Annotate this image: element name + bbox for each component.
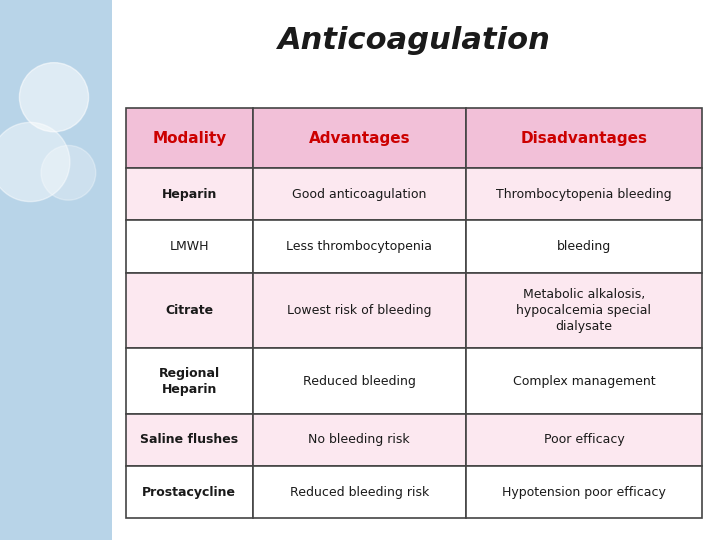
Ellipse shape	[41, 145, 96, 200]
Text: Advantages: Advantages	[308, 131, 410, 146]
Text: Saline flushes: Saline flushes	[140, 434, 238, 447]
FancyBboxPatch shape	[466, 108, 702, 168]
FancyBboxPatch shape	[0, 0, 112, 540]
FancyBboxPatch shape	[466, 168, 702, 220]
Text: Thrombocytopenia bleeding: Thrombocytopenia bleeding	[496, 188, 672, 201]
Text: Heparin: Heparin	[162, 188, 217, 201]
Ellipse shape	[0, 123, 70, 201]
Text: Hypotension poor efficacy: Hypotension poor efficacy	[502, 486, 666, 499]
Text: Disadvantages: Disadvantages	[521, 131, 647, 146]
Text: Citrate: Citrate	[166, 304, 213, 317]
Text: Modality: Modality	[152, 131, 227, 146]
Text: Poor efficacy: Poor efficacy	[544, 434, 624, 447]
Text: Reduced bleeding: Reduced bleeding	[303, 375, 415, 388]
Text: Lowest risk of bleeding: Lowest risk of bleeding	[287, 304, 431, 317]
Text: Complex management: Complex management	[513, 375, 655, 388]
Text: Metabolic alkalosis,
hypocalcemia special
dialysate: Metabolic alkalosis, hypocalcemia specia…	[516, 288, 652, 333]
FancyBboxPatch shape	[126, 220, 253, 273]
Text: Good anticoagulation: Good anticoagulation	[292, 188, 426, 201]
FancyBboxPatch shape	[253, 273, 466, 348]
Text: Prostacycline: Prostacycline	[143, 486, 236, 499]
FancyBboxPatch shape	[466, 273, 702, 348]
FancyBboxPatch shape	[253, 168, 466, 220]
Text: Less thrombocytopenia: Less thrombocytopenia	[287, 240, 432, 253]
Text: Anticoagulation: Anticoagulation	[278, 26, 550, 55]
FancyBboxPatch shape	[466, 348, 702, 414]
FancyBboxPatch shape	[126, 168, 253, 220]
FancyBboxPatch shape	[126, 466, 253, 518]
FancyBboxPatch shape	[126, 414, 253, 466]
Text: Regional
Heparin: Regional Heparin	[159, 367, 220, 396]
FancyBboxPatch shape	[126, 348, 253, 414]
Text: No bleeding risk: No bleeding risk	[308, 434, 410, 447]
FancyBboxPatch shape	[253, 220, 466, 273]
FancyBboxPatch shape	[126, 108, 253, 168]
Text: bleeding: bleeding	[557, 240, 611, 253]
FancyBboxPatch shape	[466, 220, 702, 273]
Ellipse shape	[19, 63, 89, 132]
FancyBboxPatch shape	[466, 414, 702, 466]
FancyBboxPatch shape	[253, 466, 466, 518]
Text: LMWH: LMWH	[170, 240, 209, 253]
FancyBboxPatch shape	[126, 273, 253, 348]
FancyBboxPatch shape	[253, 108, 466, 168]
FancyBboxPatch shape	[466, 466, 702, 518]
FancyBboxPatch shape	[253, 348, 466, 414]
FancyBboxPatch shape	[253, 414, 466, 466]
Text: Reduced bleeding risk: Reduced bleeding risk	[289, 486, 429, 499]
